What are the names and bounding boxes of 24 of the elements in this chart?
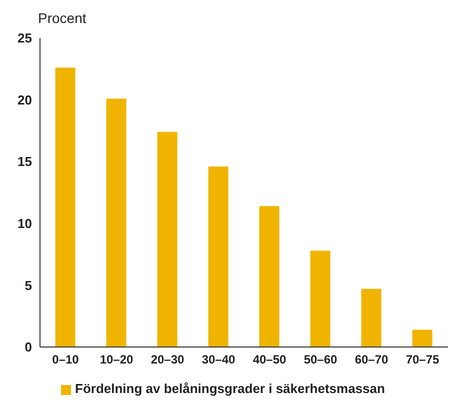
bar <box>310 250 330 347</box>
x-tick-label: 10–20 <box>100 352 134 367</box>
x-tick-label: 50–60 <box>304 352 338 367</box>
legend-label: Fördelning av belåningsgrader i säkerhetsmassan <box>75 381 385 396</box>
y-tick-label: 0 <box>24 340 32 355</box>
bar <box>55 68 76 347</box>
x-tick-label: 30–40 <box>202 352 236 367</box>
bar <box>361 288 382 347</box>
x-tick-label: 40–50 <box>252 352 287 367</box>
bar <box>259 206 280 347</box>
x-tick-label: 0–10 <box>52 352 80 367</box>
y-tick-label: 10 <box>18 216 32 232</box>
bar <box>412 330 432 347</box>
y-tick-label: 25 <box>18 30 32 46</box>
bar <box>208 166 228 347</box>
y-tick-label: 5 <box>24 278 32 293</box>
x-tick-label: 60–70 <box>354 352 389 367</box>
y-axis-title: Procent <box>38 10 86 26</box>
y-tick-label: 20 <box>18 92 32 108</box>
y-tick-label: 15 <box>18 154 32 170</box>
bar <box>157 132 178 347</box>
x-tick-label: 70–75 <box>406 352 440 367</box>
x-tick-label: 20–30 <box>150 352 185 367</box>
bar <box>106 98 126 347</box>
